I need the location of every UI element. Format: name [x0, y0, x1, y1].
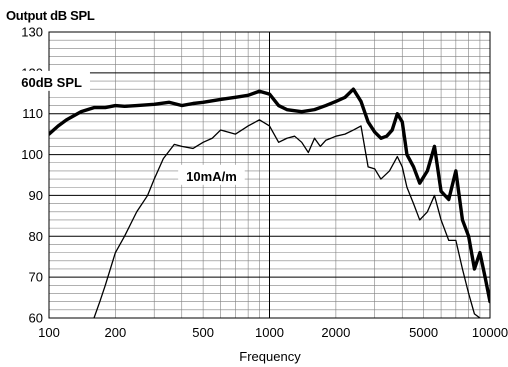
series-label-bg [13, 70, 90, 91]
x-tick-label: 500 [192, 325, 214, 340]
series-label-bg [178, 164, 245, 185]
series-label-1: 10mA/m [178, 164, 245, 185]
x-tick-label: 1000 [255, 325, 284, 340]
plot-frame [48, 31, 491, 319]
y-tick-label: 90 [29, 188, 43, 203]
y-tick-label: 100 [21, 147, 43, 162]
series-line-1 [93, 119, 481, 318]
y-tick-label: 110 [22, 106, 43, 121]
x-tick-label: 200 [105, 325, 127, 340]
y-tick-label: 70 [29, 270, 43, 285]
x-tick-label: 2000 [321, 325, 350, 340]
x-axis-label: Frequency [239, 349, 301, 364]
y-tick-label: 60 [29, 311, 43, 326]
y-tick-labels: 60708090100110120130 [21, 25, 43, 326]
series-label-text: 60dB SPL [21, 75, 82, 90]
x-tick-label: 5000 [409, 325, 438, 340]
series-layer [49, 87, 490, 318]
x-tick-label: 100 [38, 325, 60, 340]
series-label-text: 10mA/m [186, 169, 237, 184]
series-labels: 60dB SPL 10mA/m [13, 70, 245, 185]
series-line-0 [49, 87, 490, 304]
x-tick-labels: 100 200 500 1000 2000 5000 10000 [38, 325, 508, 340]
series-label-0: 60dB SPL [13, 70, 90, 91]
y-axis-label: Output dB SPL [6, 8, 95, 23]
y-tick-label: 130 [21, 25, 43, 40]
y-tick-label: 80 [29, 229, 43, 244]
x-tick-label: 10000 [472, 325, 508, 340]
